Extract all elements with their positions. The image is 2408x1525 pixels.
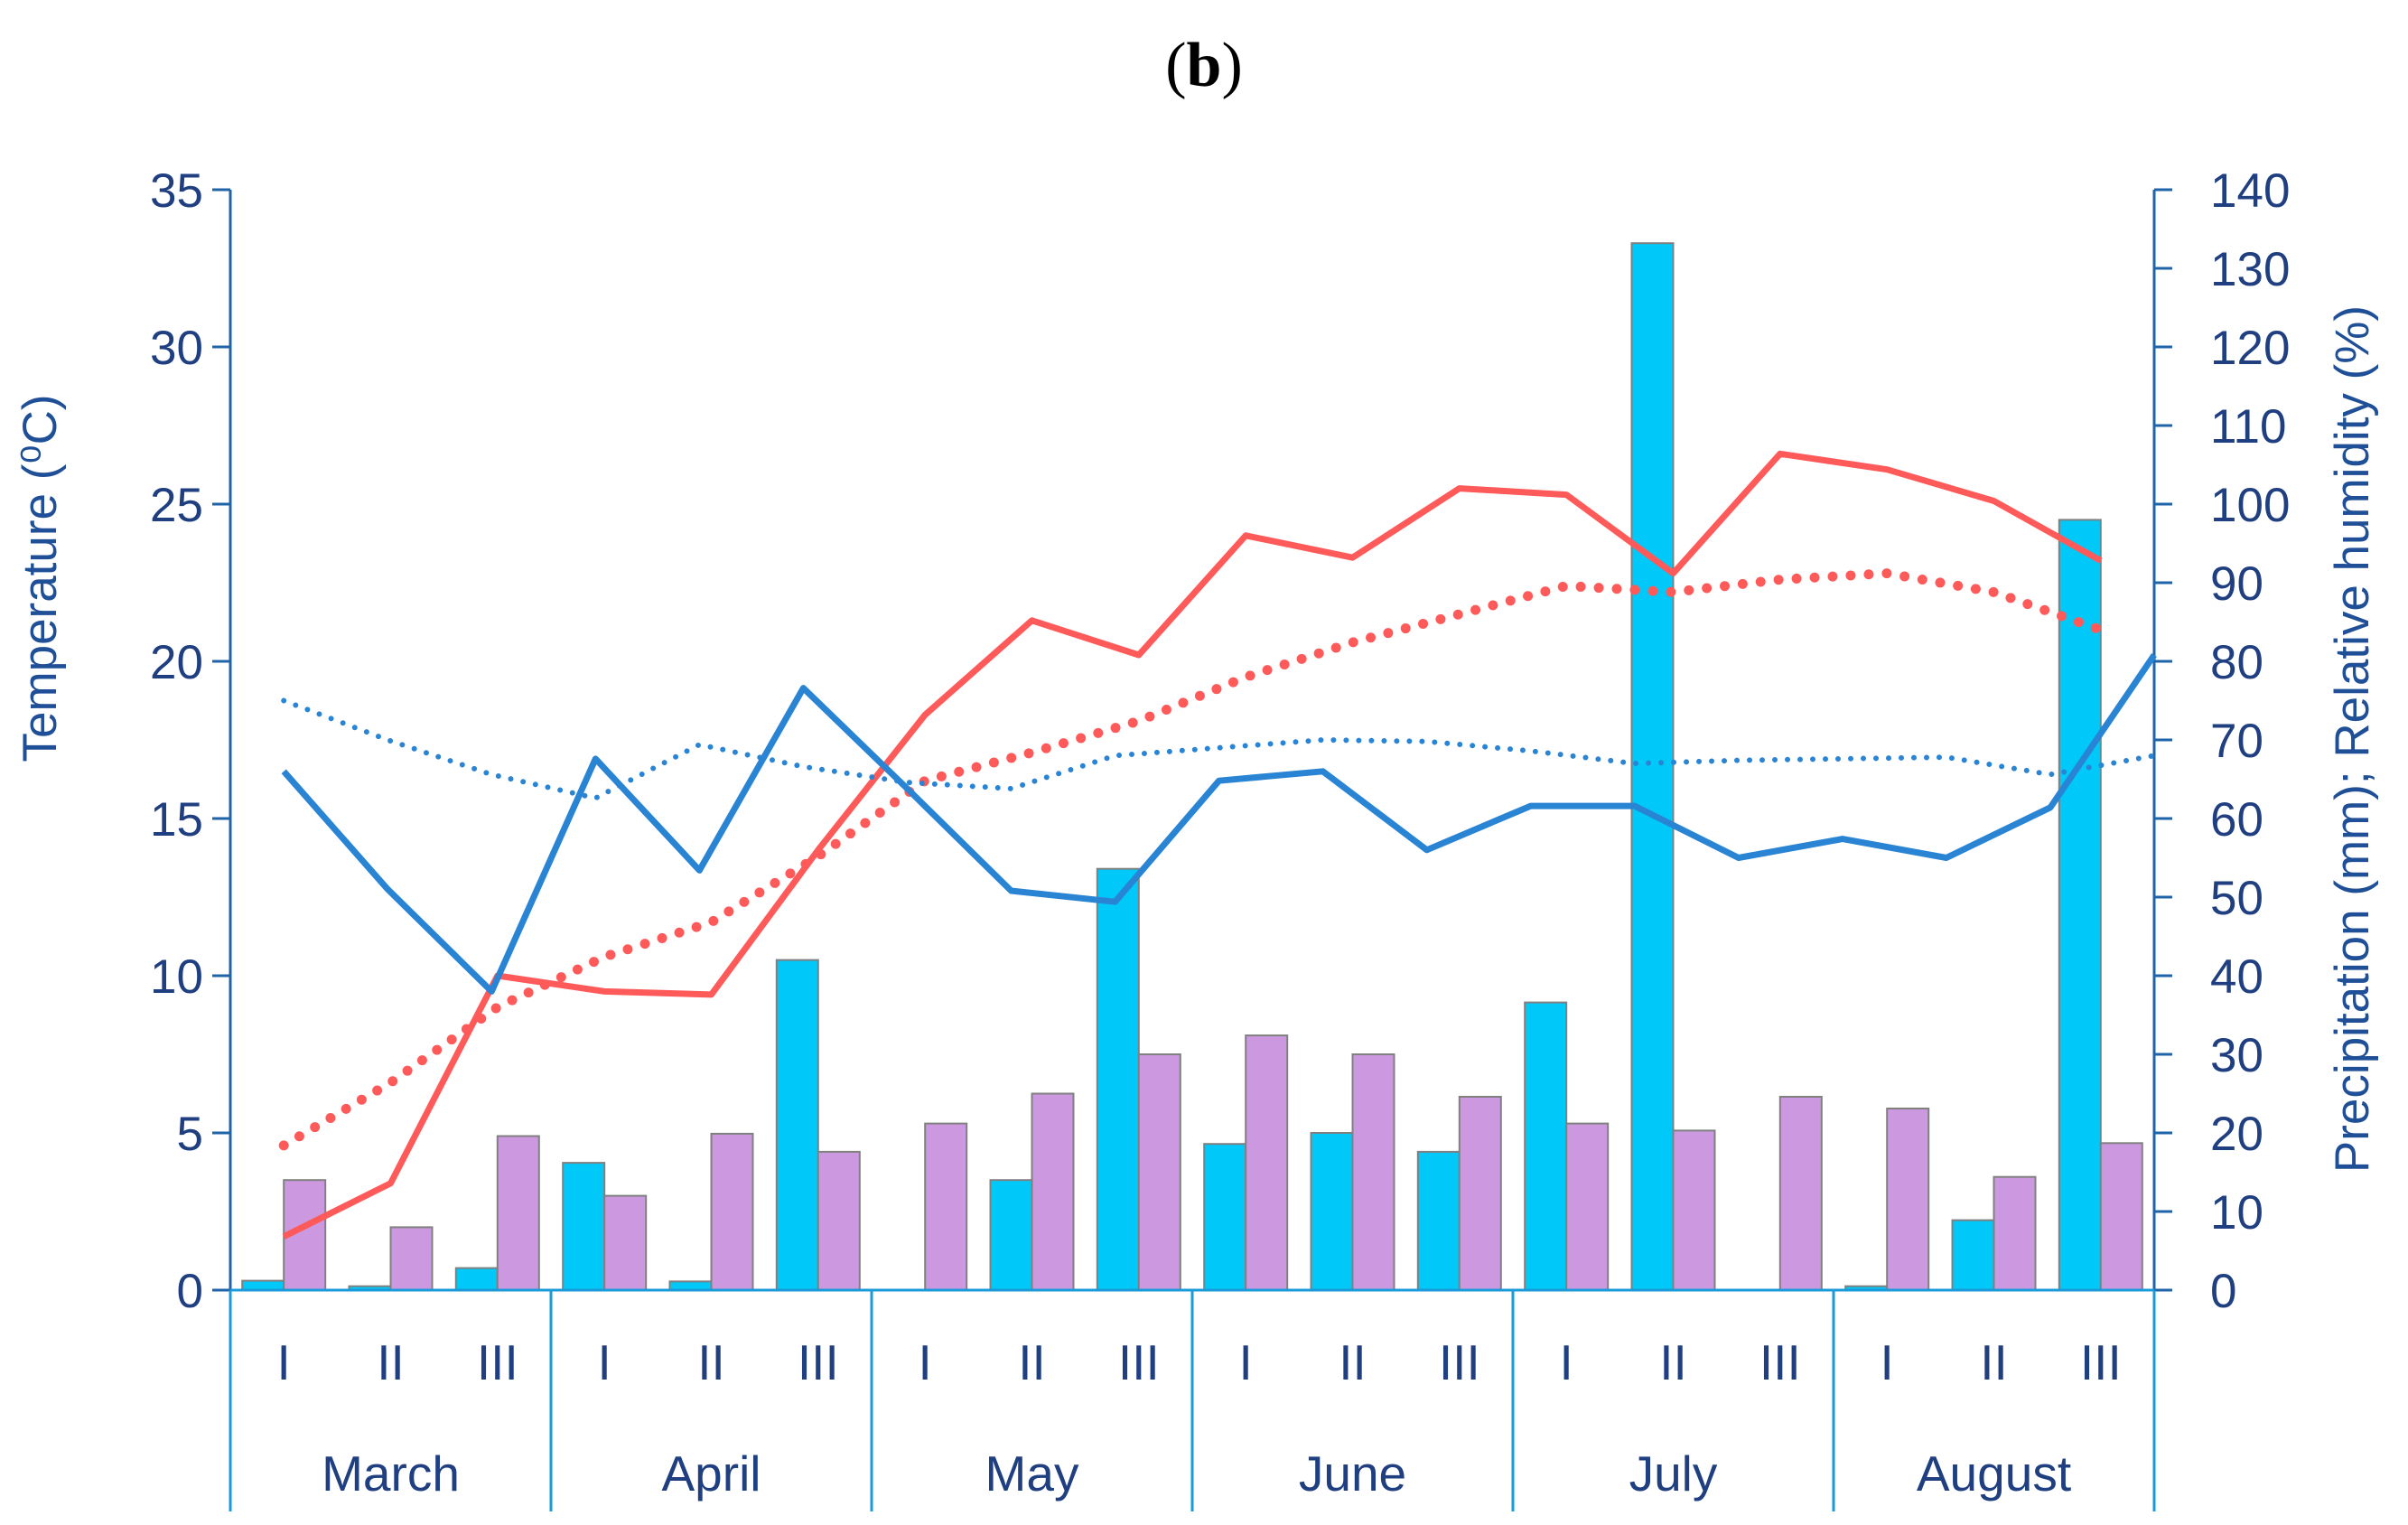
y-left-tick-label: 15	[150, 793, 203, 847]
bar-precip-multiannual-2	[496, 1135, 540, 1291]
decade-label: II	[697, 1334, 725, 1390]
y-right-tick-label: 20	[2210, 1108, 2263, 1161]
decade-label: I	[1560, 1334, 1573, 1390]
axes-layer	[212, 188, 2172, 1292]
bar-precip-current-10	[1310, 1132, 1354, 1291]
decade-label: III	[2080, 1334, 2122, 1390]
bar-precip-current-11	[1416, 1150, 1461, 1292]
month-label-april: April	[661, 1445, 761, 1502]
bar-precip-multiannual-7	[1031, 1092, 1075, 1291]
decade-label: III	[477, 1334, 518, 1390]
bar-precip-current-16	[1951, 1219, 1995, 1291]
decade-label: I	[1881, 1334, 1894, 1390]
y-right-tick-label: 10	[2210, 1186, 2263, 1240]
y-right-tick-label: 80	[2210, 636, 2263, 689]
bar-precip-multiannual-4	[710, 1132, 754, 1292]
y-right-tick-label: 0	[2210, 1265, 2236, 1318]
line-temperature-multiannual	[278, 568, 2106, 1151]
decade-label: II	[1018, 1334, 1046, 1390]
line-humidity-current	[281, 653, 2157, 995]
tick-labels-layer: 0 5 10 15 20 25 30 35 0 10 20 30 40 50 60 70 80 90 100 110 1…	[150, 164, 2290, 1318]
decade-label: III	[1759, 1334, 1801, 1390]
y-left-tick-label: 35	[150, 164, 203, 218]
decade-label: I	[277, 1334, 291, 1390]
y-left-tick-label: 25	[150, 479, 203, 532]
bar-precip-multiannual-8	[1137, 1053, 1181, 1291]
bar-precip-multiannual-12	[1565, 1122, 1610, 1291]
y-right-tick-label: 70	[2210, 715, 2263, 768]
bar-precip-multiannual-11	[1458, 1096, 1502, 1291]
y-right-tick-label: 110	[2210, 400, 2287, 454]
decade-label: III	[1118, 1334, 1160, 1390]
month-label-june: June	[1299, 1445, 1406, 1502]
y-right-tick-label: 140	[2210, 164, 2290, 218]
bar-precip-multiannual-13	[1672, 1129, 1716, 1292]
y-right-tick-label: 50	[2210, 872, 2263, 925]
bar-precip-current-17	[2058, 519, 2102, 1291]
decade-label: II	[1980, 1334, 2008, 1390]
y-right-tick-label: 90	[2210, 557, 2263, 611]
bar-precip-multiannual-6	[924, 1122, 968, 1291]
month-label-august: August	[1917, 1445, 2071, 1502]
panel-label: (b)	[1165, 31, 1243, 100]
bar-precip-multiannual-16	[1993, 1175, 2037, 1291]
month-label-march: March	[322, 1445, 460, 1502]
decade-label: I	[919, 1334, 932, 1390]
decade-label: II	[377, 1334, 405, 1390]
bar-precip-current-0	[241, 1279, 285, 1291]
decade-label: II	[1339, 1334, 1367, 1390]
bar-precip-multiannual-17	[2099, 1142, 2143, 1292]
y-right-tick-label: 130	[2210, 243, 2290, 296]
y-left-label: Temperature (⁰C)	[14, 394, 67, 762]
y-right-tick-label: 120	[2210, 322, 2290, 375]
y-right-tick-label: 60	[2210, 793, 2263, 847]
y-left-tick-label: 5	[177, 1108, 203, 1161]
bar-precip-multiannual-9	[1245, 1034, 1289, 1291]
month-label-july: July	[1629, 1445, 1718, 1502]
y-right-label: Precipitation (mm); Relative humidity (%…	[2326, 305, 2379, 1173]
bar-precip-current-5	[775, 959, 819, 1291]
bar-precip-multiannual-15	[1886, 1108, 1930, 1291]
month-label-may: May	[985, 1445, 1079, 1502]
decade-label: II	[1659, 1334, 1687, 1390]
bar-precip-current-3	[562, 1162, 606, 1291]
decade-label: III	[1439, 1334, 1480, 1390]
y-left-tick-label: 10	[150, 950, 203, 1004]
decade-label: I	[1239, 1334, 1253, 1390]
bar-precip-multiannual-3	[603, 1194, 648, 1291]
bar-precip-multiannual-10	[1351, 1053, 1395, 1291]
bar-precip-current-12	[1524, 1001, 1568, 1291]
y-left-tick-label: 0	[177, 1265, 203, 1318]
bars-layer	[241, 242, 2143, 1292]
bar-precip-current-2	[454, 1267, 499, 1291]
y-right-tick-label: 30	[2210, 1029, 2263, 1082]
bar-precip-multiannual-5	[817, 1150, 861, 1292]
bar-precip-multiannual-1	[389, 1226, 434, 1292]
y-right-tick-label: 40	[2210, 950, 2263, 1004]
bar-precip-current-9	[1203, 1143, 1247, 1291]
decade-label: III	[798, 1334, 839, 1390]
line-temperature-current	[282, 450, 2103, 1240]
line-humidity-multiannual	[281, 697, 2157, 801]
bar-precip-current-8	[1096, 867, 1140, 1291]
decade-label: I	[598, 1334, 611, 1390]
bar-precip-current-7	[989, 1179, 1033, 1291]
y-left-tick-label: 30	[150, 322, 203, 375]
lines-layer	[278, 450, 2157, 1240]
y-right-tick-label: 100	[2210, 479, 2290, 532]
y-left-tick-label: 20	[150, 636, 203, 689]
bar-precip-current-13	[1630, 242, 1675, 1292]
bar-precip-multiannual-14	[1778, 1096, 1823, 1291]
